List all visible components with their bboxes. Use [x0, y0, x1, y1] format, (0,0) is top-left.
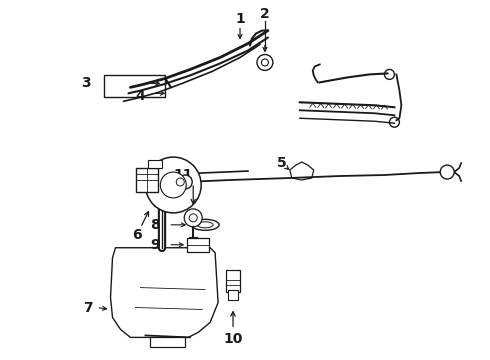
Ellipse shape: [197, 222, 213, 228]
Bar: [150, 337, 185, 347]
Bar: [154, 198, 171, 206]
Text: 8: 8: [150, 218, 160, 232]
Circle shape: [160, 172, 186, 198]
Text: 11: 11: [173, 168, 193, 182]
Bar: [226, 270, 240, 292]
Text: 1: 1: [235, 12, 245, 26]
Bar: [103, 75, 165, 97]
Text: 9: 9: [150, 238, 160, 252]
Circle shape: [440, 165, 454, 179]
Circle shape: [189, 214, 197, 222]
Circle shape: [146, 157, 201, 213]
Text: 2: 2: [260, 6, 270, 21]
Bar: [187, 238, 209, 252]
Text: 7: 7: [83, 301, 93, 315]
Bar: [228, 289, 238, 300]
Circle shape: [184, 209, 202, 227]
Text: 4: 4: [136, 89, 145, 103]
Ellipse shape: [191, 219, 219, 230]
Bar: [136, 168, 158, 192]
Circle shape: [176, 178, 184, 186]
Circle shape: [178, 175, 192, 189]
Text: 5: 5: [277, 156, 287, 170]
Text: 6: 6: [133, 228, 142, 242]
Text: 3: 3: [81, 76, 91, 90]
Bar: [148, 160, 162, 168]
Text: 10: 10: [223, 332, 243, 346]
